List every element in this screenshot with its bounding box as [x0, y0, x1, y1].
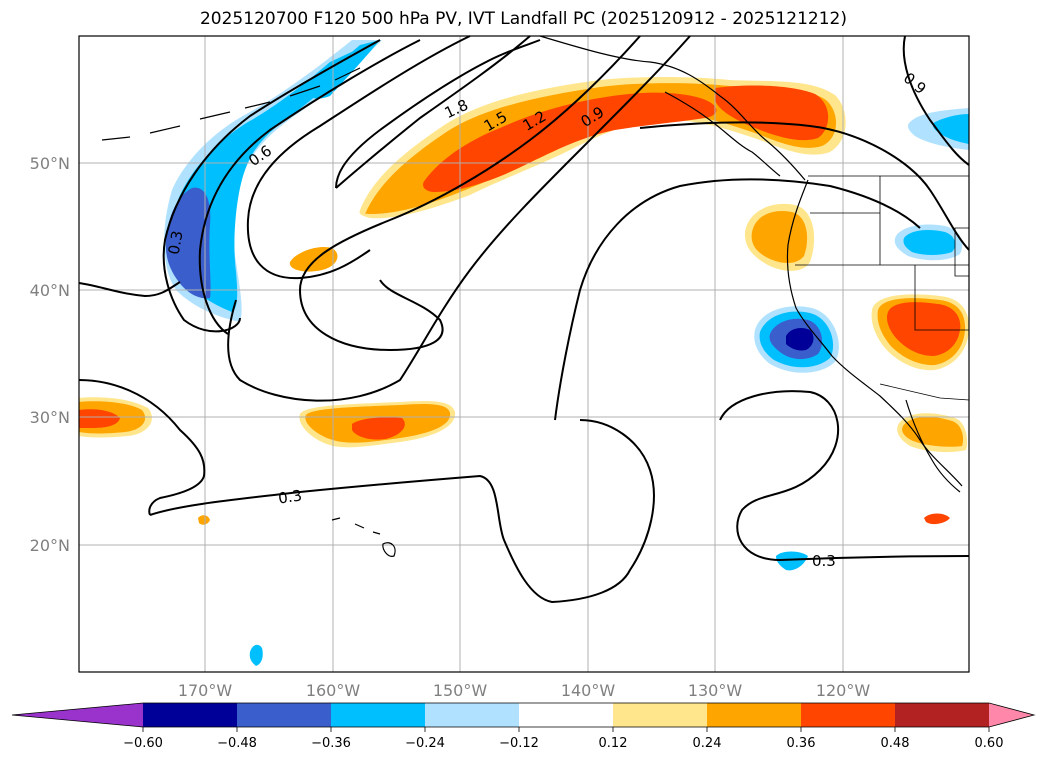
colorbar-tick-label: −0.48 — [217, 736, 257, 751]
colorbar: −0.60 −0.48 −0.36 −0.24 −0.12 0.12 0.24 0.36 0.4… — [11, 702, 1036, 751]
longitude-axis: 170°W 160°W 150°W 140°W 130°W 120°W — [178, 681, 871, 700]
contour-0.6-west — [198, 39, 421, 335]
graticule — [79, 36, 969, 672]
contour-label: 0.3 — [277, 486, 303, 507]
aleutian-islands — [101, 67, 361, 141]
contour-40n-west — [78, 281, 181, 298]
positive-anomaly-baja-light — [902, 416, 964, 447]
positive-anomaly-subtropical-core — [352, 417, 405, 440]
positive-anomaly-interior-core — [886, 302, 961, 356]
negative-anomaly-hawaii-south — [249, 644, 263, 666]
map-panel: 0.3 0.6 1.8 1.5 1.2 0.9 0.9 0.3 0.3 — [78, 35, 970, 673]
contour-inner-trough — [335, 35, 541, 189]
negative-anomaly-ne-corner-mid — [933, 114, 969, 144]
contour-label: 0.3 — [165, 229, 187, 256]
positive-anomaly-bc-coast — [715, 85, 829, 141]
colorbar-segment — [707, 703, 802, 727]
colorbar-segment — [801, 703, 896, 727]
us-mexico-border — [879, 383, 970, 401]
colorbar-high-extend — [989, 703, 1034, 727]
us-west-coast — [786, 179, 963, 487]
contour-label: 0.3 — [812, 552, 836, 570]
shaded-field-layer — [79, 40, 970, 666]
pv-contours — [78, 35, 970, 604]
positive-anomaly-small-22n — [198, 515, 210, 525]
lat-label-20n: 20°N — [30, 536, 70, 555]
negative-anomaly-north-strip — [305, 40, 380, 99]
positive-anomaly-oregon-core — [751, 210, 808, 263]
contour-0.3-west — [162, 39, 381, 333]
positive-anomaly-small-160w — [289, 246, 338, 272]
positive-anomaly-far-west-core — [79, 409, 120, 428]
contour-0.3-far-west — [78, 379, 206, 516]
lon-label-130w: 130°W — [688, 681, 743, 700]
colorbar-tick-label: 0.48 — [881, 736, 910, 751]
contour-0.3-south — [149, 419, 655, 604]
colorbar-tick-label: 0.12 — [599, 736, 628, 751]
lat-label-30n: 30°N — [30, 408, 70, 427]
lon-label-150w: 150°W — [433, 681, 488, 700]
colorbar-segment — [895, 703, 990, 727]
negative-anomaly-west-mid — [171, 48, 360, 312]
alaska-coast — [539, 35, 806, 181]
lon-label-140w: 140°W — [561, 681, 616, 700]
colorbar-segments — [143, 703, 990, 727]
positive-anomaly-jet-core — [423, 92, 717, 192]
baja-coast — [905, 399, 961, 493]
colorbar-segment — [613, 703, 708, 727]
political-borders — [795, 175, 970, 401]
contour-0.3-southeast — [719, 390, 970, 562]
colorbar-segment — [519, 703, 614, 727]
positive-anomaly-small-east-20n — [924, 513, 950, 525]
map-frame — [78, 35, 970, 673]
colorbar-segment — [425, 703, 520, 727]
contour-trough-main — [298, 35, 641, 352]
colorbar-tick-label: 0.24 — [693, 736, 722, 751]
colorbar-tick-label: 0.60 — [975, 736, 1004, 751]
lon-label-160w: 160°W — [306, 681, 361, 700]
state-border-nv — [914, 265, 969, 331]
colorbar-tick-label: −0.12 — [499, 736, 539, 751]
contour-ridge — [554, 178, 921, 421]
colorbar-tick-label: −0.24 — [405, 736, 445, 751]
colorbar-ticks: −0.60 −0.48 −0.36 −0.24 −0.12 0.12 0.24 0.36 0.4… — [123, 727, 1003, 751]
colorbar-tick-label: −0.60 — [123, 736, 163, 751]
negative-anomaly-idaho-mid — [903, 230, 956, 255]
colorbar-tick-label: 0.36 — [787, 736, 816, 751]
colorbar-segment — [143, 703, 238, 727]
lon-label-120w: 120°W — [816, 681, 871, 700]
latitude-axis: 50°N 40°N 30°N 20°N — [30, 154, 70, 555]
map-title: 2025120700 F120 500 hPa PV, IVT Landfall… — [199, 9, 847, 29]
negative-anomaly-20n-125w — [776, 551, 808, 571]
colorbar-tick-label: −0.36 — [311, 736, 351, 751]
lat-label-40n: 40°N — [30, 281, 70, 300]
negative-anomaly-ncal-core — [786, 328, 814, 351]
contour-lobe-160w — [246, 35, 471, 280]
bc-islands-coast — [664, 91, 781, 177]
coastlines — [101, 35, 963, 557]
colorbar-segment — [331, 703, 426, 727]
contour-large-loop — [227, 35, 691, 402]
hawaii-islands — [331, 517, 396, 557]
colorbar-low-extend — [12, 703, 143, 727]
lat-label-50n: 50°N — [30, 154, 70, 173]
lon-label-170w: 170°W — [178, 681, 233, 700]
contour-0.9-east — [639, 121, 970, 251]
colorbar-segment — [237, 703, 332, 727]
contour-0.9-ne — [902, 35, 970, 166]
